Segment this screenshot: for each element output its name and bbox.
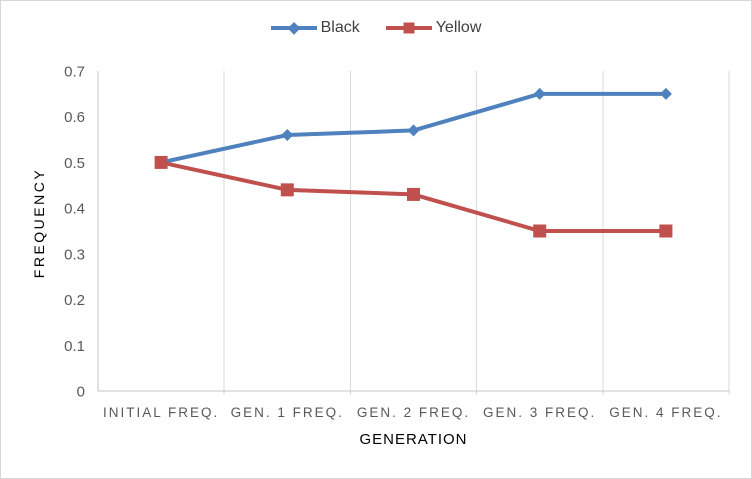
y-tick-label: 0.5	[64, 155, 85, 172]
x-tick-label: INITIAL FREQ.	[103, 405, 219, 420]
black-series-marker-icon	[270, 21, 317, 35]
y-tick-label: 0.2	[64, 292, 85, 309]
y-axis-title: FREQUENCY	[31, 167, 47, 279]
y-tick-label: 0	[77, 384, 85, 401]
black-data-point	[407, 124, 420, 137]
yellow-data-point	[533, 224, 547, 238]
legend-label: Yellow	[435, 19, 482, 36]
yellow-data-point	[154, 155, 168, 169]
x-tick-label: GEN. 4 FREQ.	[609, 405, 722, 420]
yellow-series-marker-icon	[385, 22, 432, 35]
y-tick-label: 0.1	[64, 338, 85, 355]
x-axis-title: GENERATION	[359, 431, 468, 448]
yellow-data-point	[659, 224, 673, 238]
y-tick-label: 0.6	[64, 109, 85, 126]
y-tick-label: 0.4	[64, 201, 85, 218]
y-tick-label: 0.7	[64, 64, 85, 81]
black-data-point	[533, 87, 546, 100]
y-tick-label: 0.3	[64, 246, 85, 263]
x-tick-label: GEN. 2 FREQ.	[357, 405, 470, 420]
yellow-data-point	[280, 183, 294, 197]
yellow-data-point	[407, 187, 420, 201]
legend: Black Yellow	[1, 20, 751, 36]
legend-item-yellow: Yellow	[385, 19, 482, 36]
black-data-point	[659, 87, 672, 100]
legend-label: Black	[320, 19, 360, 36]
x-tick-label: GEN. 3 FREQ.	[483, 405, 596, 420]
legend-item-black: Black	[270, 19, 360, 36]
x-tick-label: GEN. 1 FREQ.	[231, 405, 344, 420]
black-data-point	[281, 129, 294, 141]
